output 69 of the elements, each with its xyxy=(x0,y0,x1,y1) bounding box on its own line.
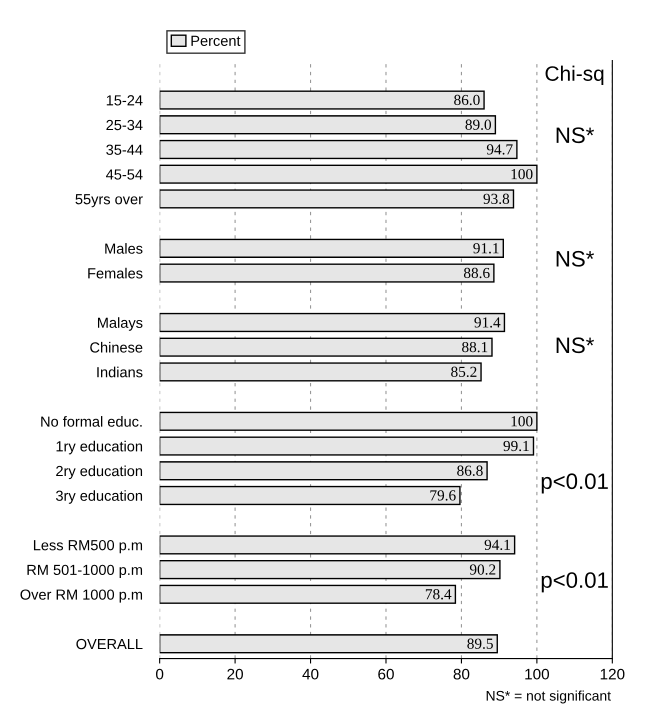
x-tick-label: 120 xyxy=(600,668,624,680)
x-tick-label: 80 xyxy=(454,668,470,680)
text: 89.0 xyxy=(465,120,492,130)
text: 91.4 xyxy=(474,317,500,328)
bar xyxy=(160,560,501,580)
y-tick-label: RM 501-1000 p.m xyxy=(27,564,142,578)
annotation: p<0.01 xyxy=(542,572,608,592)
legend-label: Percent xyxy=(191,36,240,46)
y-tick-label: Indians xyxy=(97,366,142,378)
x-tick-label: 60 xyxy=(378,668,394,680)
annotation: p<0.01 xyxy=(542,473,608,494)
bar xyxy=(160,115,496,134)
annotation: Chi-sq xyxy=(546,66,604,86)
y-tick-label: 2ry education xyxy=(56,465,142,480)
bar xyxy=(160,140,518,160)
text: 93.8 xyxy=(483,194,510,204)
bar xyxy=(160,634,498,654)
text: 85.2 xyxy=(451,366,476,378)
y-tick-label: Over RM 1000 p.m xyxy=(20,589,142,603)
bar xyxy=(160,412,538,431)
text: 86.0 xyxy=(454,94,480,106)
bar xyxy=(160,436,534,456)
y-tick-label: 15-24 xyxy=(106,95,143,106)
bar xyxy=(160,338,493,357)
text: 78.4 xyxy=(426,589,452,600)
x-tick-label: 40 xyxy=(302,668,318,680)
text: 79.6 xyxy=(430,490,456,501)
bar xyxy=(160,189,514,209)
y-tick-label: Males xyxy=(105,243,142,254)
text: NS* = not significant xyxy=(486,690,611,704)
y-tick-label: Chinese xyxy=(90,342,142,353)
text: 86.8 xyxy=(457,466,483,476)
bar xyxy=(160,584,456,604)
bar xyxy=(160,362,482,382)
y-tick-label: 55yrs over xyxy=(75,194,143,208)
bar xyxy=(160,263,495,283)
y-tick-label: 3ry education xyxy=(56,490,142,504)
text: 100 xyxy=(512,168,533,180)
y-tick-label: Malays xyxy=(98,317,142,331)
bar xyxy=(160,164,538,184)
text: 89.5 xyxy=(467,638,493,649)
x-tick-label: 20 xyxy=(227,668,243,680)
annotation: NS* xyxy=(556,337,594,354)
text: 94.7 xyxy=(486,144,513,155)
text: 90.2 xyxy=(470,564,496,575)
text: 88.1 xyxy=(462,342,488,352)
y-tick-label: Females xyxy=(88,268,142,278)
bar xyxy=(160,486,461,506)
bar xyxy=(160,461,488,480)
y-tick-label: 1ry education xyxy=(56,440,142,454)
annotation: NS* xyxy=(556,127,594,144)
bar xyxy=(160,312,506,332)
x-tick-label: 0 xyxy=(156,668,164,680)
annotation: NS* xyxy=(556,250,594,267)
text: 100 xyxy=(512,416,533,426)
y-tick-label: Less RM500 p.m xyxy=(34,540,142,554)
y-tick-label: OVERALL xyxy=(76,638,142,650)
y-tick-label: 45-54 xyxy=(106,169,143,180)
y-tick-label: 35-44 xyxy=(106,144,143,155)
bar xyxy=(160,90,485,110)
text: 88.6 xyxy=(464,268,490,278)
text: 91.1 xyxy=(473,243,499,254)
y-tick-label: No formal educ. xyxy=(41,416,142,427)
bar xyxy=(160,238,504,258)
y-tick-label: 25-34 xyxy=(106,120,143,130)
x-tick-label: 100 xyxy=(525,668,550,680)
text: 94.1 xyxy=(484,540,510,550)
text: 99.1 xyxy=(503,440,529,452)
bar xyxy=(160,535,516,555)
